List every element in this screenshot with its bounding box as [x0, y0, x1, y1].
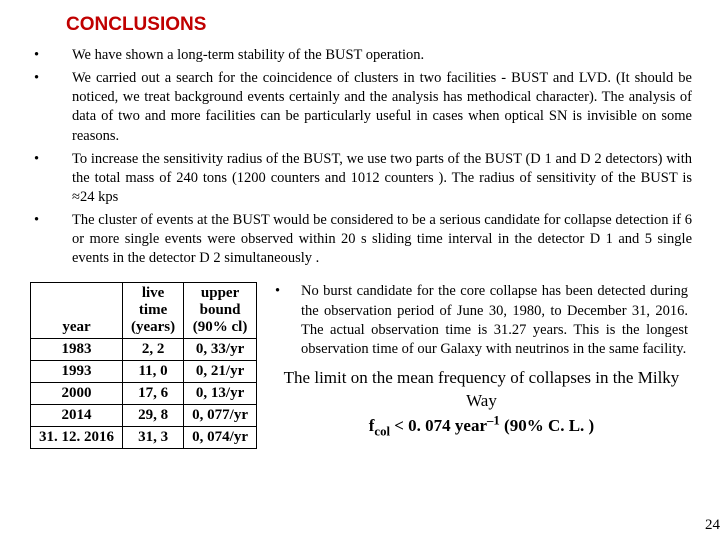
cell-upperbound: 0, 21/yr: [184, 361, 257, 383]
bullet-marker: •: [28, 46, 72, 65]
table-row: 2000 17, 6 0, 13/yr: [31, 383, 257, 405]
cell-year: 1993: [31, 361, 123, 383]
cell-year: 2000: [31, 383, 123, 405]
bullet-marker: •: [28, 211, 72, 230]
table-row: 1983 2, 2 0, 33/yr: [31, 339, 257, 361]
cell-upperbound: 0, 074/yr: [184, 427, 257, 449]
cell-livetime: 17, 6: [123, 383, 184, 405]
cell-upperbound: 0, 33/yr: [184, 339, 257, 361]
cell-year: 31. 12. 2016: [31, 427, 123, 449]
right-bullet-text: No burst candidate for the core collapse…: [301, 282, 688, 359]
results-table: year live time (years) upper bound (90% …: [30, 282, 257, 449]
cell-upperbound: 0, 077/yr: [184, 405, 257, 427]
cell-upperbound: 0, 13/yr: [184, 383, 257, 405]
bullet-item: • To increase the sensitivity radius of …: [28, 150, 692, 207]
bullet-item: • We have shown a long-term stability of…: [28, 46, 692, 65]
slide-title: CONCLUSIONS: [66, 14, 692, 36]
col-upperbound-header: upper bound (90% cl): [184, 283, 257, 339]
table-row: 31. 12. 2016 31, 3 0, 074/yr: [31, 427, 257, 449]
cell-livetime: 2, 2: [123, 339, 184, 361]
bullet-marker: •: [275, 282, 301, 301]
bullet-text: The cluster of events at the BUST would …: [72, 211, 692, 268]
right-bullet: • No burst candidate for the core collap…: [275, 282, 688, 359]
page-number: 24: [705, 517, 720, 534]
col-year-header: year: [31, 283, 123, 339]
bullet-item: • The cluster of events at the BUST woul…: [28, 211, 692, 268]
bullet-marker: •: [28, 69, 72, 88]
cell-livetime: 31, 3: [123, 427, 184, 449]
cell-year: 1983: [31, 339, 123, 361]
cell-year: 2014: [31, 405, 123, 427]
bullet-text: We have shown a long-term stability of t…: [72, 46, 692, 65]
highlight-line1: The limit on the mean frequency of colla…: [275, 367, 688, 413]
table-header-row: year live time (years) upper bound (90% …: [31, 283, 257, 339]
col-livetime-header: live time (years): [123, 283, 184, 339]
bullet-item: • We carried out a search for the coinci…: [28, 69, 692, 146]
right-column: • No burst candidate for the core collap…: [275, 282, 692, 441]
cell-livetime: 29, 8: [123, 405, 184, 427]
table-row: 1993 11, 0 0, 21/yr: [31, 361, 257, 383]
bullet-text: To increase the sensitivity radius of th…: [72, 150, 692, 207]
bullet-marker: •: [28, 150, 72, 169]
cell-livetime: 11, 0: [123, 361, 184, 383]
main-bullets: • We have shown a long-term stability of…: [28, 46, 692, 268]
highlight-line2: fcol < 0. 074 year–1 (90% C. L. ): [275, 413, 688, 441]
table-row: 2014 29, 8 0, 077/yr: [31, 405, 257, 427]
conclusion-highlight: The limit on the mean frequency of colla…: [275, 367, 688, 441]
bullet-text: We carried out a search for the coincide…: [72, 69, 692, 146]
